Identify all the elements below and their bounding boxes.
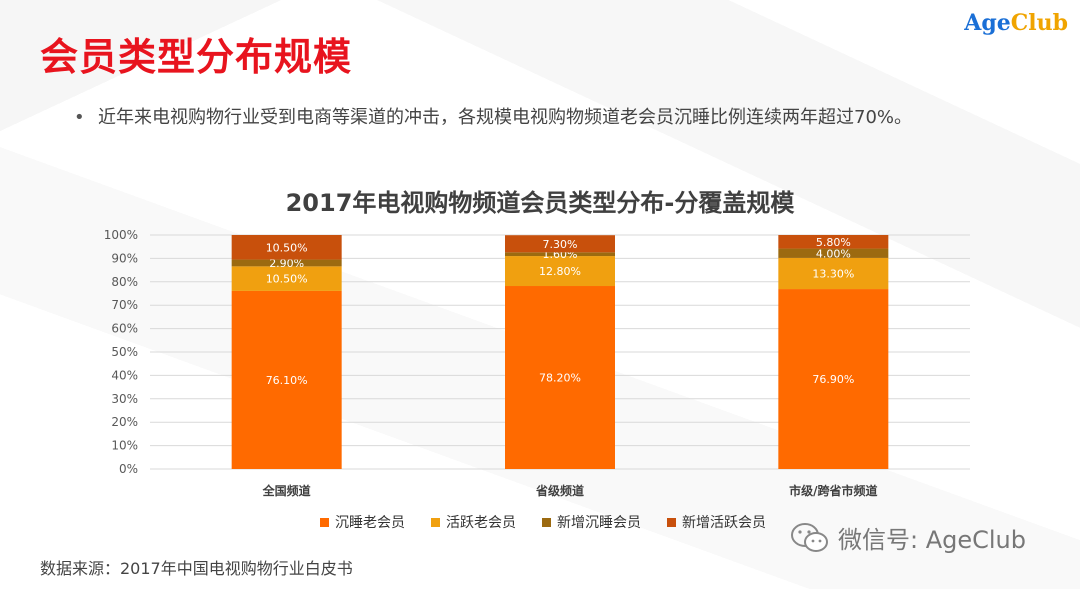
legend-swatch — [542, 517, 551, 527]
bullet-text: 近年来电视购物行业受到电商等渠道的冲击，各规模电视购物频道老会员沉睡比例连续两年… — [98, 107, 913, 128]
bar-segment — [778, 257, 889, 290]
bullet-dot-icon: • — [74, 107, 85, 128]
data-label: 4.00% — [816, 247, 851, 260]
bar-segment — [505, 256, 615, 287]
y-tick-label: 10% — [111, 439, 138, 453]
data-label: 12.80% — [539, 265, 581, 278]
data-source: 数据来源：2017年中国电视购物行业白皮书 — [40, 559, 353, 578]
legend-label: 沉睡老会员 — [335, 515, 405, 531]
logo-text-club: Club — [1010, 10, 1068, 36]
data-label: 5.80% — [816, 236, 851, 249]
legend-item: 活跃老会员 — [431, 512, 516, 532]
wechat-watermark: 微信号: AgeClub — [790, 520, 1026, 555]
data-label: 78.20% — [539, 372, 581, 385]
legend-label: 活跃老会员 — [446, 515, 516, 531]
legend-swatch — [431, 517, 440, 527]
data-label: 76.10% — [266, 374, 308, 387]
data-label: 7.30% — [543, 238, 578, 251]
legend-item: 新增活跃会员 — [667, 512, 766, 532]
wechat-id-text: 微信号: AgeClub — [838, 526, 1027, 554]
bar-segment — [231, 266, 342, 291]
logo-text-age: Age — [964, 10, 1011, 36]
bar-segment — [505, 252, 615, 257]
x-tick-label: 全国频道 — [262, 483, 311, 498]
data-label: 13.30% — [812, 267, 854, 280]
chart-title: 2017年电视购物频道会员类型分布-分覆盖规模 — [285, 189, 795, 217]
legend-label: 新增活跃会员 — [682, 515, 766, 531]
data-label: 2.90% — [269, 257, 304, 270]
y-tick-label: 40% — [111, 368, 138, 382]
legend-item: 沉睡老会员 — [320, 512, 405, 532]
x-tick-label: 省级频道 — [535, 483, 584, 498]
x-tick-label: 市级/跨省市频道 — [789, 483, 877, 498]
data-label: 76.90% — [812, 373, 854, 386]
bar-segment — [778, 235, 889, 249]
chart-legend: 沉睡老会员 活跃老会员 新增沉睡会员 新增活跃会员 — [320, 512, 766, 532]
y-tick-label: 30% — [111, 392, 138, 406]
legend-label: 新增沉睡会员 — [557, 515, 641, 531]
bar-segment — [505, 235, 615, 253]
bar-segment — [505, 286, 615, 469]
legend-swatch — [320, 517, 329, 527]
y-tick-label: 20% — [111, 415, 138, 429]
y-tick-label: 50% — [111, 345, 138, 359]
bar-segment — [231, 235, 342, 260]
page-title: 会员类型分布规模 — [40, 35, 353, 79]
bar-segment — [231, 290, 342, 469]
ageclub-logo: AgeClub — [964, 10, 1068, 36]
y-tick-label: 0% — [119, 462, 138, 476]
bullet-point: • 近年来电视购物行业受到电商等渠道的冲击，各规模电视购物频道老会员沉睡比例连续… — [74, 106, 998, 130]
data-label: 10.50% — [266, 241, 308, 254]
y-tick-label: 80% — [111, 275, 138, 289]
y-tick-label: 60% — [111, 322, 138, 336]
wechat-icon — [791, 522, 828, 552]
y-tick-label: 70% — [111, 298, 138, 312]
y-tick-label: 90% — [111, 251, 138, 265]
bar-segment — [778, 248, 889, 258]
legend-swatch — [667, 517, 676, 527]
bar-segment — [778, 289, 889, 469]
bar-segment — [231, 259, 342, 267]
y-tick-label: 100% — [104, 228, 138, 242]
data-label: 10.50% — [266, 273, 308, 286]
legend-item: 新增沉睡会员 — [542, 512, 641, 532]
